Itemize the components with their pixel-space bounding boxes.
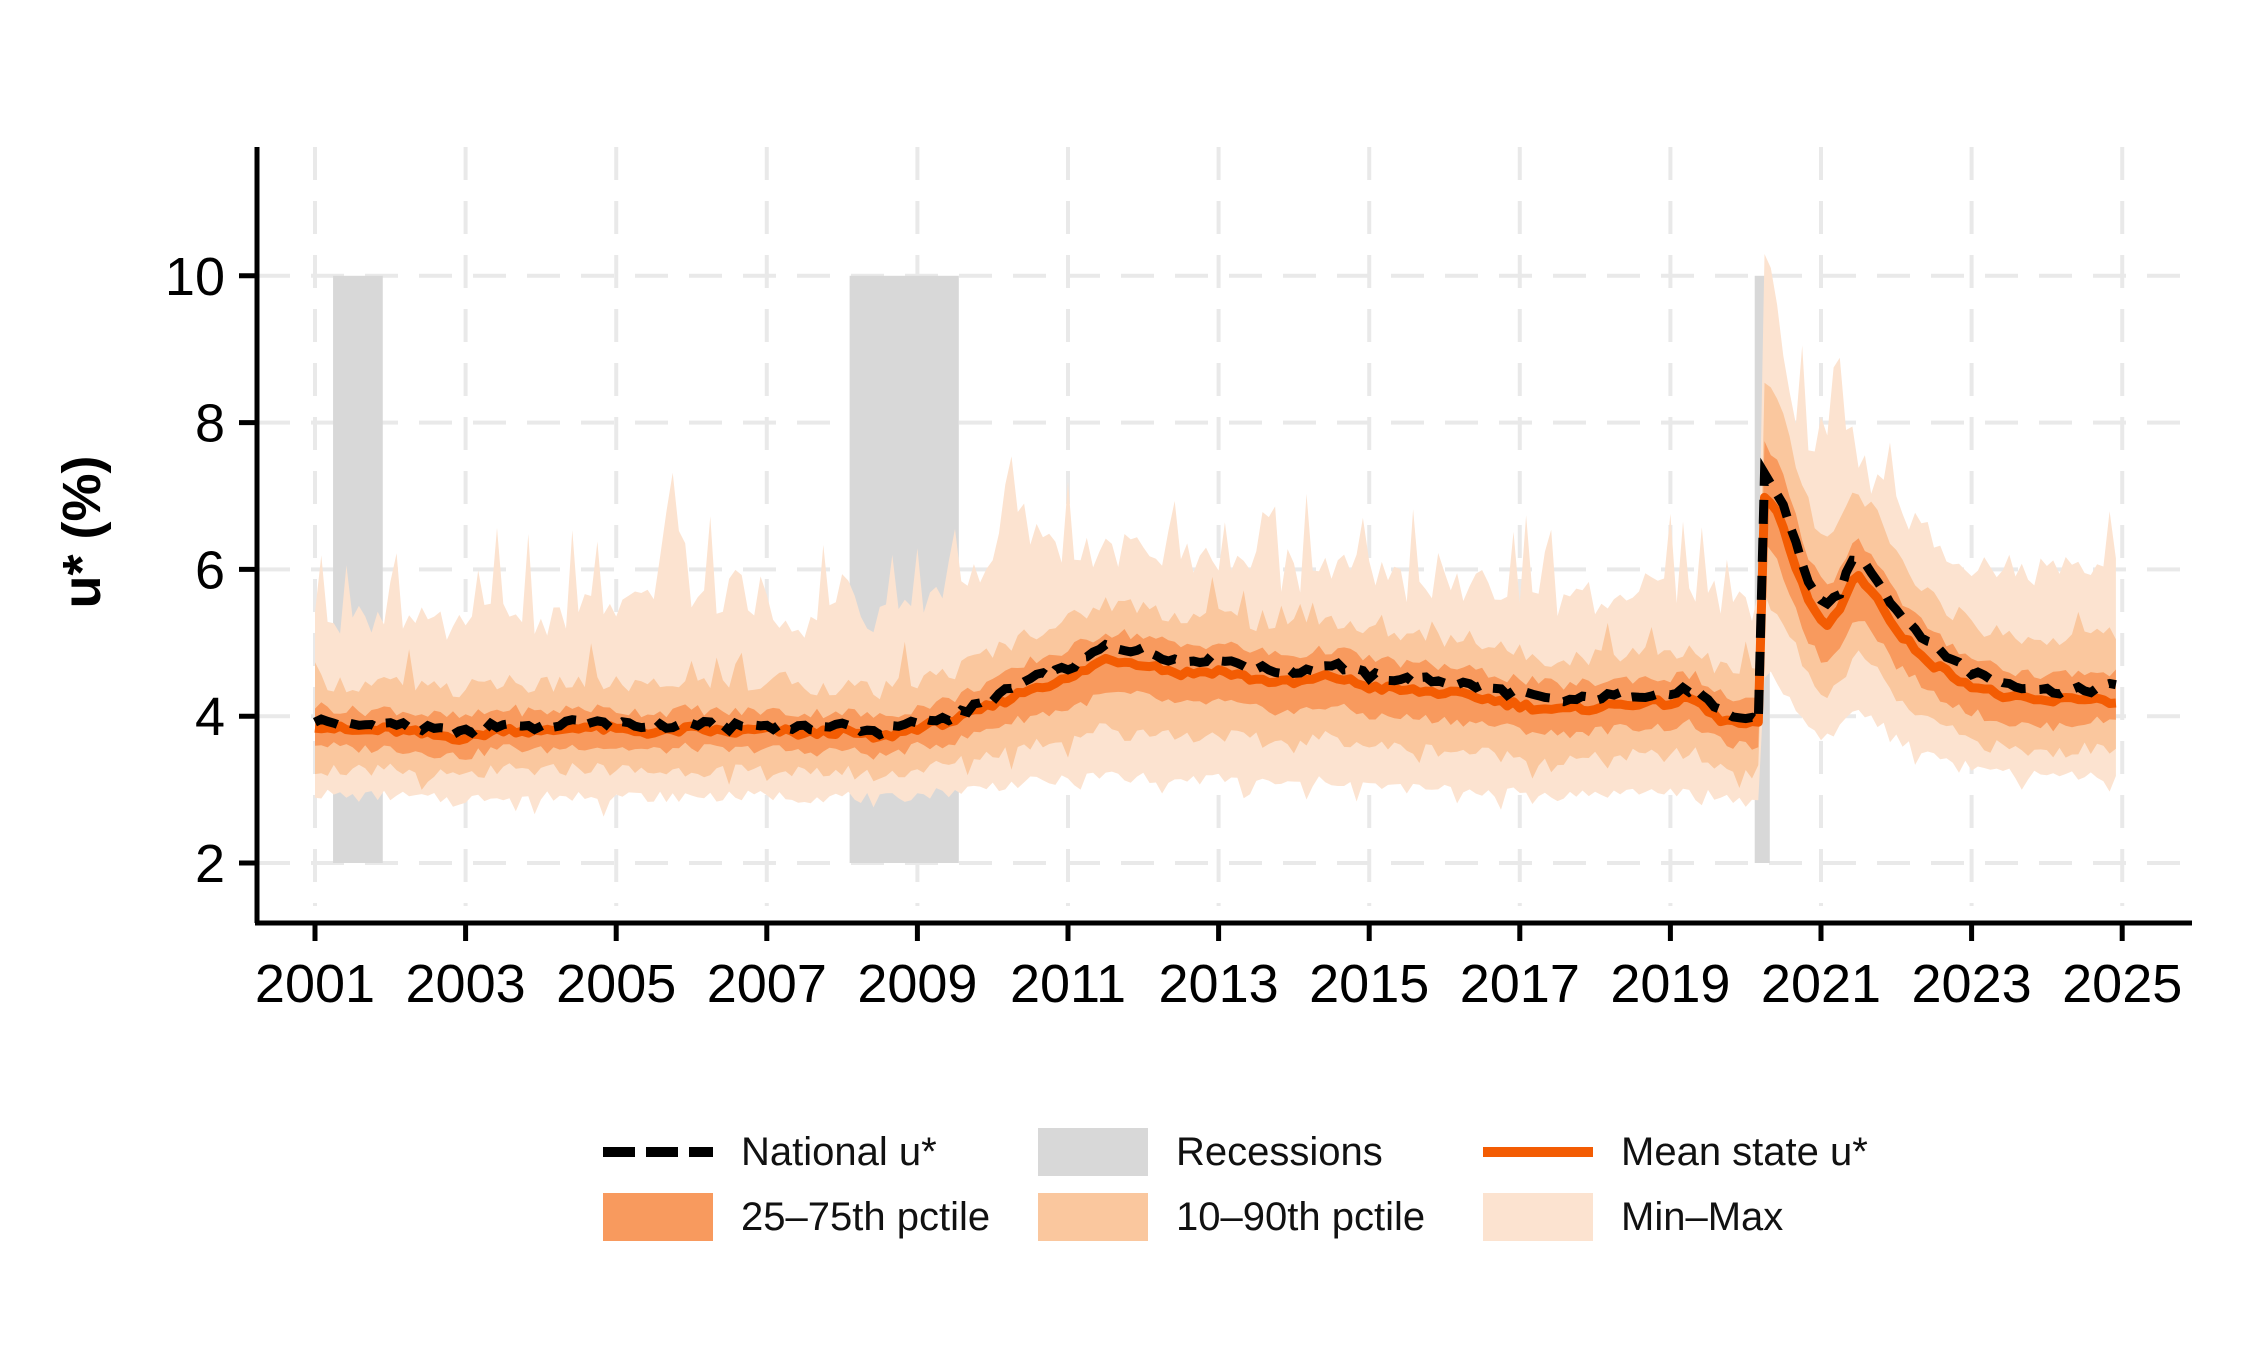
y-axis-title: u* (%) — [52, 456, 112, 609]
x-tick-label: 2001 — [255, 954, 375, 1014]
legend-label: 25–75th pctile — [741, 1195, 991, 1239]
legend-item-10-90th-pctile: 10–90th pctile — [1038, 1193, 1425, 1241]
legend-label: Min–Max — [1621, 1195, 1784, 1239]
national-u-swatch — [603, 1147, 713, 1157]
series-lines — [313, 457, 2117, 745]
y-tick-label: 4 — [195, 687, 225, 747]
x-tick-label: 2019 — [1610, 954, 1730, 1014]
tick-labels: 2 4 6 8 10 2001 2003 2005 2007 2009 2011 2013 2015 20… — [165, 247, 2182, 1014]
x-tick-label: 2005 — [556, 954, 676, 1014]
x-tick-label: 2021 — [1761, 954, 1881, 1014]
mean-state-line — [314, 492, 2117, 745]
percentile-bands — [315, 254, 2116, 817]
mean-state-u-swatch — [1483, 1147, 1593, 1157]
x-tick-label: 2013 — [1159, 954, 1279, 1014]
legend-label: National u* — [741, 1130, 937, 1174]
x-tick-label: 2017 — [1460, 954, 1580, 1014]
recessions-swatch — [1038, 1128, 1148, 1176]
x-tick-label: 2011 — [1010, 954, 1126, 1014]
legend-item-min-max: Min–Max — [1483, 1193, 1783, 1241]
x-tick-label: 2023 — [1912, 954, 2032, 1014]
u-star-chart: 2 4 6 8 10 2001 2003 2005 2007 2009 2011 2013 2015 20… — [52, 147, 2195, 1014]
x-tick-label: 2003 — [406, 954, 526, 1014]
legend-label: Recessions — [1176, 1130, 1383, 1174]
x-tick-label: 2025 — [2062, 954, 2182, 1014]
25-75th-pctile-swatch — [603, 1193, 713, 1241]
axes — [239, 147, 2192, 941]
x-tick-label: 2009 — [857, 954, 977, 1014]
legend-item-mean-state-u: Mean state u* — [1483, 1128, 1868, 1176]
10-90th-pctile-swatch — [1038, 1193, 1148, 1241]
legend-item-recessions: Recessions — [1038, 1128, 1383, 1176]
legend-item-national-u: National u* — [603, 1128, 937, 1176]
y-tick-label: 2 — [195, 834, 225, 894]
x-tick-label: 2007 — [707, 954, 827, 1014]
legend-item-25-75th-pctile: 25–75th pctile — [603, 1193, 990, 1241]
y-tick-label: 8 — [195, 394, 225, 454]
y-tick-label: 6 — [195, 540, 225, 600]
legend-label: 10–90th pctile — [1176, 1195, 1426, 1239]
legend-label: Mean state u* — [1621, 1130, 1868, 1174]
x-tick-label: 2015 — [1309, 954, 1429, 1014]
min-max-swatch — [1483, 1193, 1593, 1241]
y-tick-label: 10 — [165, 247, 225, 307]
